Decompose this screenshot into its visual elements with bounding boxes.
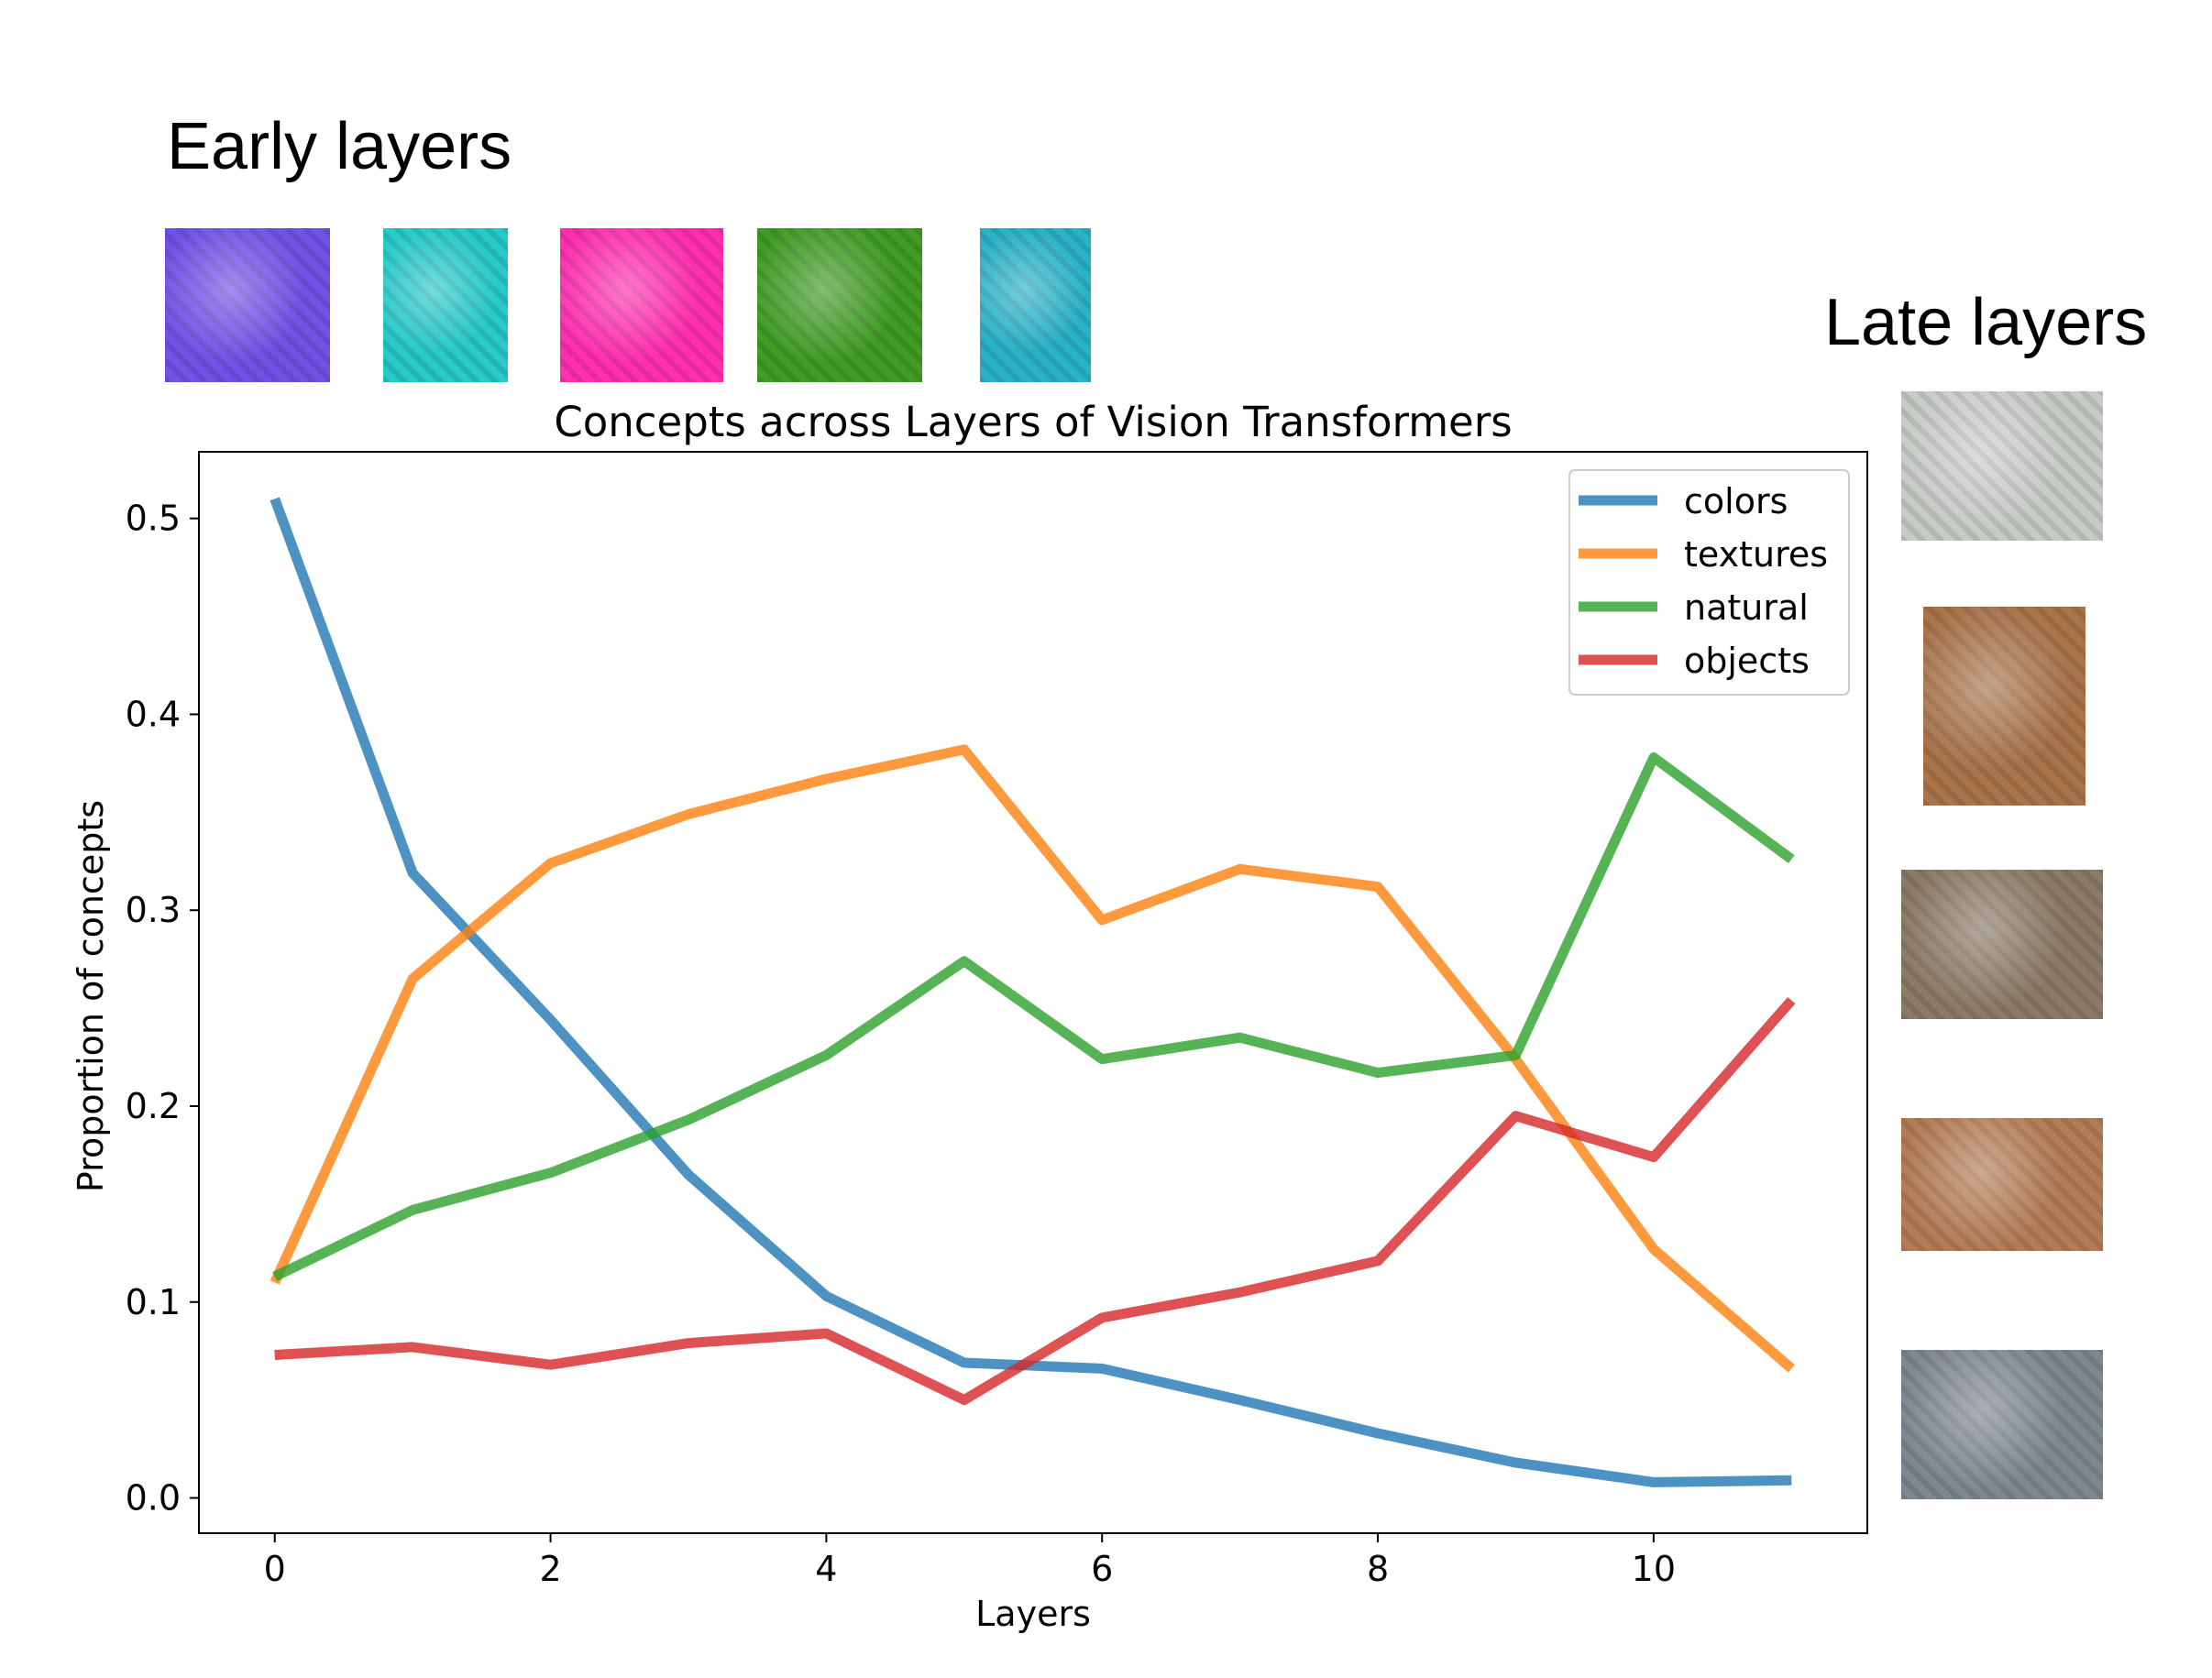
series-line-natural bbox=[272, 752, 1795, 1281]
series-lines bbox=[270, 497, 1796, 1487]
x-axis-label: Layers bbox=[975, 1594, 1091, 1634]
x-tick-label: 4 bbox=[815, 1549, 837, 1589]
green-paper-texture-image bbox=[757, 228, 922, 382]
legend-box bbox=[1568, 469, 1850, 696]
rickshaw-puller-image bbox=[1901, 1350, 2103, 1499]
x-tick-label: 6 bbox=[1091, 1549, 1113, 1589]
y-tick-label: 0.1 bbox=[126, 1282, 181, 1322]
early-layers-heading: Early layers bbox=[167, 110, 512, 183]
x-tick-label: 8 bbox=[1367, 1549, 1389, 1589]
x-tick-label: 10 bbox=[1632, 1549, 1676, 1589]
late-layers-heading: Late layers bbox=[1824, 286, 2148, 359]
legend-label-objects: objects bbox=[1684, 641, 1810, 681]
y-tick-label: 0.3 bbox=[126, 890, 181, 930]
series-line-textures bbox=[270, 744, 1795, 1373]
bird-on-barbed-wire-image bbox=[1923, 607, 2085, 806]
chart-title: Concepts across Layers of Vision Transfo… bbox=[554, 398, 1512, 446]
y-tick-label: 0.2 bbox=[126, 1086, 181, 1126]
legend-label-textures: textures bbox=[1684, 534, 1828, 575]
planetarium-building-image bbox=[1901, 870, 2103, 1019]
purple-crochet-texture-image bbox=[165, 228, 330, 382]
x-axis: 0 2 4 6 8 10 bbox=[264, 1533, 1676, 1589]
y-tick-label: 0.5 bbox=[126, 499, 181, 539]
series-line-colors bbox=[270, 497, 1792, 1487]
hand-holding-fossil-image bbox=[1901, 1118, 2103, 1251]
crossword-puzzle-image bbox=[1901, 391, 2103, 541]
legend: colors textures natural objects bbox=[1568, 469, 1850, 696]
x-tick-label: 2 bbox=[539, 1549, 561, 1589]
y-axis-label: Proportion of concepts bbox=[71, 800, 111, 1192]
legend-label-natural: natural bbox=[1684, 587, 1809, 628]
y-tick-label: 0.0 bbox=[126, 1478, 181, 1519]
y-axis: 0.0 0.1 0.2 0.3 0.4 0.5 bbox=[126, 499, 199, 1519]
legend-label-colors: colors bbox=[1684, 481, 1788, 521]
y-tick-label: 0.4 bbox=[126, 694, 181, 734]
pink-coral-texture-image bbox=[560, 228, 723, 382]
stingray-on-sand-image bbox=[383, 228, 508, 382]
x-tick-label: 0 bbox=[264, 1549, 286, 1589]
series-line-objects bbox=[274, 996, 1796, 1406]
fish-underwater-image bbox=[980, 228, 1091, 382]
